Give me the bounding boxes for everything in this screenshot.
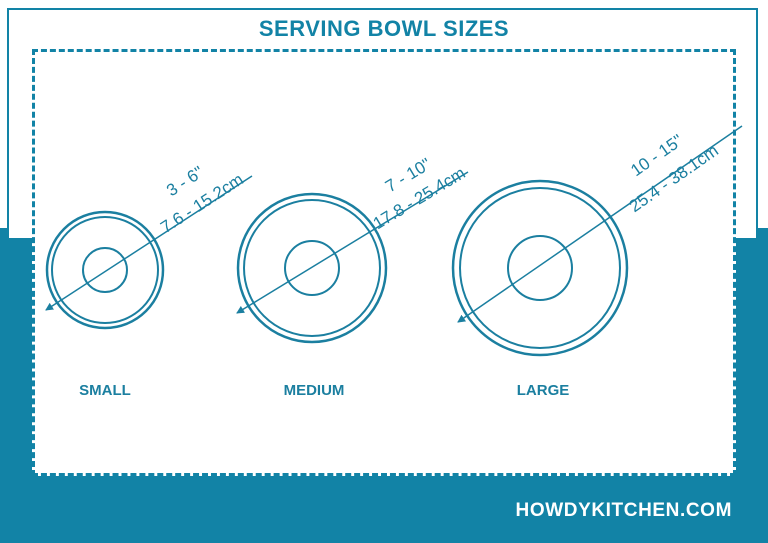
page-title: SERVING BOWL SIZES bbox=[258, 16, 510, 41]
bowl-small-dimension-line bbox=[45, 175, 253, 311]
bowl-large-inner-rim bbox=[459, 187, 621, 349]
bowl-small bbox=[45, 175, 253, 330]
bowl-medium-inner-rim bbox=[243, 199, 381, 337]
bowl-small-base bbox=[82, 247, 128, 293]
bowl-large-outer-rim bbox=[451, 179, 629, 357]
bowl-large bbox=[451, 125, 743, 357]
bowl-small-label: SMALL bbox=[79, 382, 131, 399]
bowl-medium-base bbox=[284, 240, 340, 296]
bowl-medium-dimension-line bbox=[236, 171, 469, 314]
bowl-small-outer-rim bbox=[45, 210, 165, 330]
bowl-large-label: LARGE bbox=[517, 382, 570, 399]
brand-footer: HOWDYKITCHEN.COM bbox=[515, 500, 732, 521]
bowl-large-base bbox=[507, 235, 573, 301]
dashed-panel bbox=[32, 49, 736, 476]
bowl-medium-label: MEDIUM bbox=[284, 382, 345, 399]
bowl-medium bbox=[236, 171, 469, 344]
bowl-small-inner-rim bbox=[51, 216, 159, 324]
bowl-large-dimension-line bbox=[457, 125, 743, 323]
bowl-medium-outer-rim bbox=[236, 192, 388, 344]
